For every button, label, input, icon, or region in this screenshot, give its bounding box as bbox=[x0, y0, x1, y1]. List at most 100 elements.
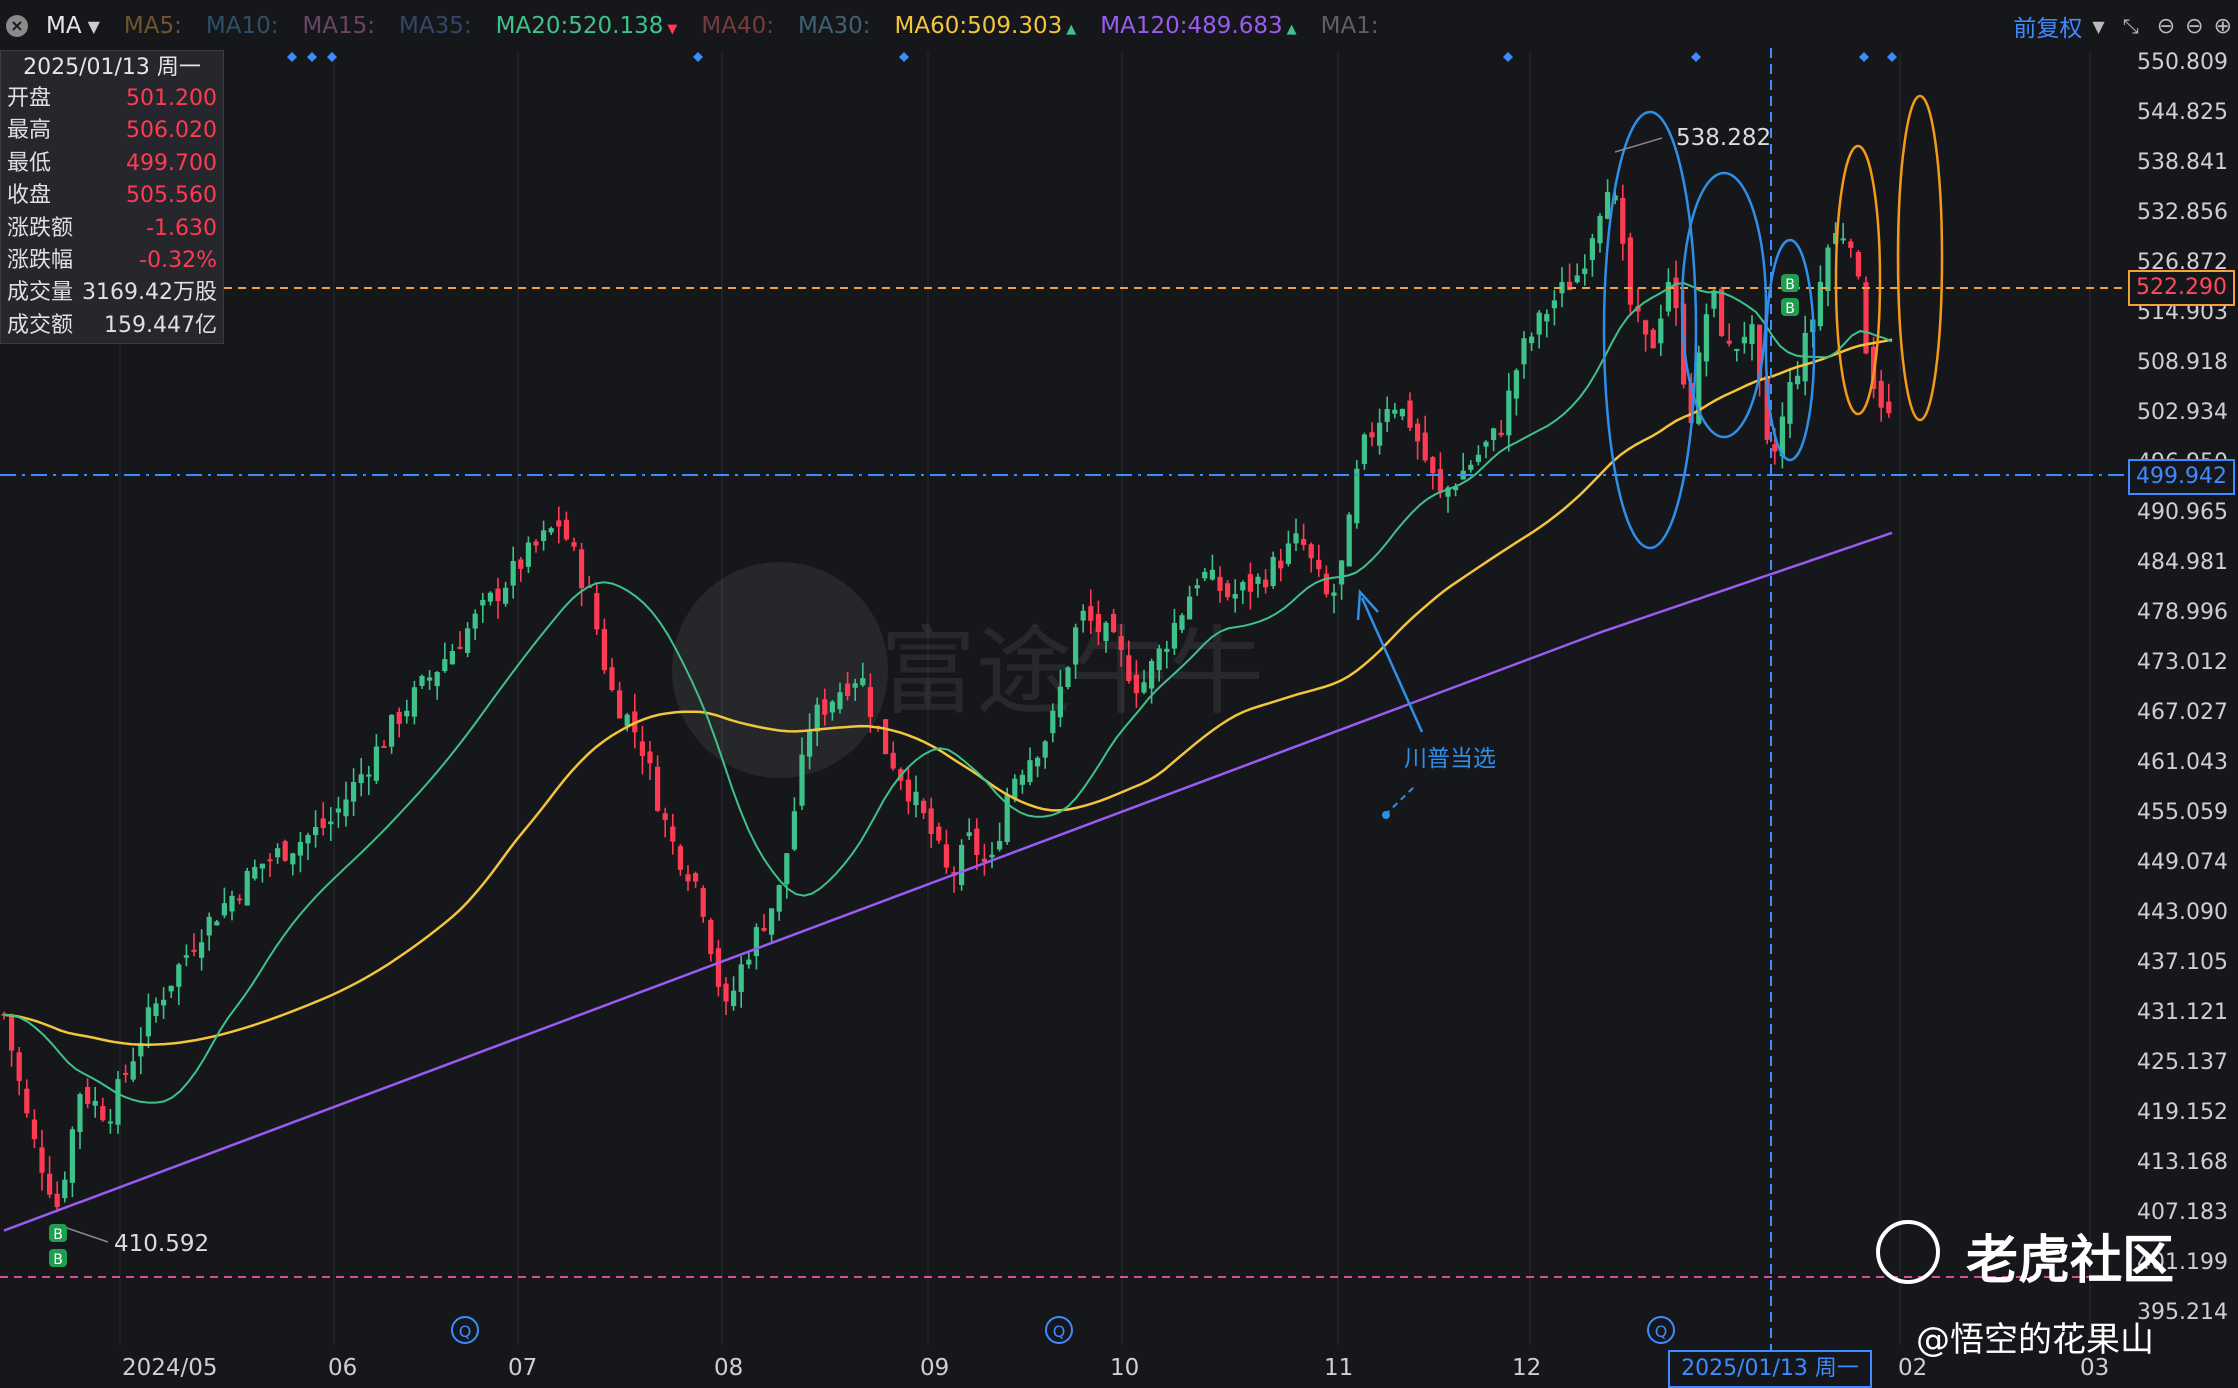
candle-body bbox=[624, 714, 630, 726]
candle-body bbox=[199, 942, 205, 958]
candle-body bbox=[776, 885, 782, 912]
price-adjust-dropdown[interactable]: 前复权 bbox=[2013, 16, 2083, 42]
candle-body bbox=[1521, 338, 1527, 365]
diamond-marker bbox=[327, 52, 337, 62]
candle-body bbox=[670, 826, 676, 842]
chevron-down-icon[interactable]: ▼ bbox=[2092, 16, 2105, 36]
candle-body bbox=[1293, 533, 1299, 544]
candle-body bbox=[769, 908, 775, 935]
y-tick-label: 502.934 bbox=[2137, 400, 2228, 425]
candle-body bbox=[959, 844, 965, 886]
info-label: 涨跌额 bbox=[7, 215, 74, 241]
y-tick-label: 550.809 bbox=[2137, 50, 2228, 75]
candle-body bbox=[1331, 592, 1337, 596]
candle-body bbox=[457, 646, 463, 649]
x-tick-label: 12 bbox=[1512, 1355, 1542, 1381]
ma-legend-item[interactable]: MA10: bbox=[205, 13, 279, 39]
candle-body bbox=[518, 559, 524, 569]
chevron-down-icon[interactable]: ▼ bbox=[87, 16, 100, 36]
info-value: 501.200 bbox=[126, 86, 217, 111]
candle-body bbox=[381, 745, 387, 748]
diamond-marker bbox=[287, 52, 297, 62]
info-label: 开盘 bbox=[7, 86, 52, 111]
minus-circle-icon[interactable]: ⊖ bbox=[2185, 13, 2204, 39]
candle-body bbox=[1225, 583, 1231, 598]
candle-body bbox=[1126, 655, 1132, 682]
candle-body bbox=[1407, 400, 1413, 428]
candle-body bbox=[1491, 428, 1497, 440]
candle-body bbox=[39, 1147, 45, 1173]
candle-body bbox=[1544, 314, 1550, 322]
minus-circle-icon[interactable]: ⊖ bbox=[2156, 13, 2176, 39]
info-row: 成交额 159.447亿 bbox=[1, 310, 223, 342]
ma-legend-item[interactable]: MA30: bbox=[797, 13, 871, 39]
candle-body bbox=[411, 687, 417, 717]
candle-body bbox=[943, 844, 949, 868]
candle-body bbox=[921, 800, 927, 814]
candle-body bbox=[1232, 593, 1238, 599]
x-tick-label: 02 bbox=[1898, 1355, 1928, 1381]
candle-body bbox=[1361, 434, 1367, 464]
ma-legend-item[interactable]: MA120:489.683 ▲ bbox=[1100, 13, 1297, 39]
candle-body bbox=[168, 985, 174, 992]
candle-body bbox=[229, 895, 235, 912]
ma-legend: MA5: MA10: MA15: MA35: MA20:520.138 ▼ MA40: MA3… bbox=[100, 13, 1379, 39]
buy-badge bbox=[1781, 274, 1799, 292]
candle-body bbox=[282, 841, 288, 861]
candle-body bbox=[1741, 336, 1747, 344]
candle-body bbox=[1194, 585, 1200, 589]
candle-body bbox=[731, 990, 737, 1007]
candle-body bbox=[358, 774, 364, 784]
y-tick-label: 419.152 bbox=[2137, 1100, 2228, 1125]
candle-body bbox=[1795, 375, 1801, 385]
price-tag-blue: 499.942 bbox=[2128, 459, 2235, 495]
author-watermark: @悟空的花果山 bbox=[1916, 1320, 2154, 1360]
x-tick-label: 10 bbox=[1110, 1355, 1140, 1381]
candle-body bbox=[1688, 382, 1694, 424]
candle-body bbox=[966, 832, 972, 837]
info-row: 成交量 3169.42万股 bbox=[1, 277, 223, 309]
ma-legend-item[interactable]: MA40: bbox=[701, 13, 774, 39]
candle-body bbox=[1551, 300, 1557, 309]
candle-body bbox=[1445, 487, 1451, 497]
y-tick-label: 490.965 bbox=[2137, 500, 2228, 525]
candle-body bbox=[1133, 674, 1139, 694]
candle-body bbox=[1004, 794, 1010, 843]
candle-body bbox=[221, 903, 227, 916]
candle-body bbox=[533, 541, 539, 546]
info-label: 成交额 bbox=[7, 312, 74, 338]
ma-legend-item[interactable]: MA20:520.138 ▼ bbox=[495, 13, 678, 39]
ma-legend-item[interactable]: MA35: bbox=[399, 13, 472, 39]
info-row: 涨跌幅 -0.32% bbox=[1, 245, 223, 277]
candle-body bbox=[1080, 610, 1086, 621]
ma-legend-item[interactable]: MA5: bbox=[123, 13, 182, 39]
candle-body bbox=[1202, 571, 1208, 579]
candle-body bbox=[1240, 582, 1246, 591]
candle-body bbox=[594, 593, 600, 630]
candle-body bbox=[176, 964, 182, 987]
candle-body bbox=[936, 826, 942, 841]
info-label: 最高 bbox=[7, 118, 52, 144]
candle-body bbox=[1589, 238, 1595, 260]
ma-legend-item[interactable]: MA60:509.303 ▲ bbox=[894, 13, 1077, 39]
futu-logo-watermark bbox=[672, 562, 888, 778]
candle-body bbox=[1696, 352, 1702, 424]
ma-legend-item[interactable]: MA1: bbox=[1320, 13, 1379, 39]
ma-legend-item[interactable]: MA15: bbox=[302, 13, 376, 39]
plus-circle-icon[interactable]: ⊕ bbox=[2213, 13, 2232, 39]
candle-body bbox=[1506, 390, 1512, 436]
x-tick-label: 11 bbox=[1324, 1355, 1354, 1381]
candle-body bbox=[1073, 627, 1079, 665]
info-value: 506.020 bbox=[126, 118, 217, 144]
candle-body bbox=[77, 1094, 83, 1133]
candle-body bbox=[206, 916, 212, 936]
candle-body bbox=[1483, 441, 1489, 447]
candle-body bbox=[107, 1121, 113, 1124]
candle-body bbox=[275, 848, 281, 858]
chart-scale-icon[interactable]: ⤡ bbox=[2122, 14, 2139, 38]
candle-body bbox=[153, 1003, 159, 1017]
close-icon[interactable]: × bbox=[6, 15, 28, 37]
diamond-marker bbox=[1691, 52, 1701, 62]
indicator-select[interactable]: MA bbox=[46, 13, 82, 39]
